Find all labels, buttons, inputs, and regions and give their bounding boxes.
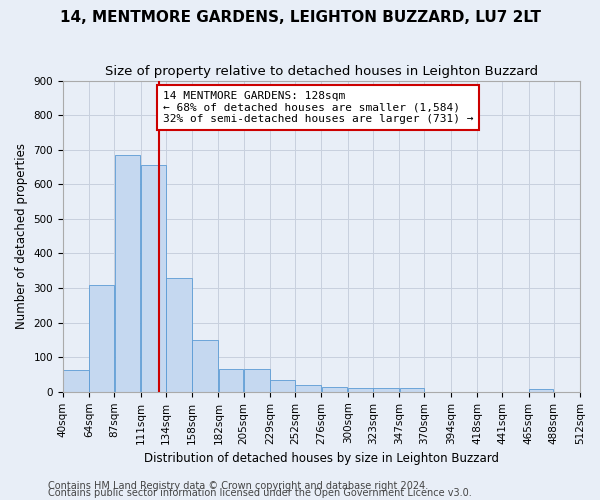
Bar — [115, 155, 140, 392]
Y-axis label: Number of detached properties: Number of detached properties — [15, 143, 28, 329]
Text: Contains HM Land Registry data © Crown copyright and database right 2024.: Contains HM Land Registry data © Crown c… — [48, 481, 428, 491]
Bar — [400, 388, 424, 392]
Bar — [219, 370, 244, 392]
Bar — [244, 370, 269, 392]
Title: Size of property relative to detached houses in Leighton Buzzard: Size of property relative to detached ho… — [105, 65, 538, 78]
Text: 14, MENTMORE GARDENS, LEIGHTON BUZZARD, LU7 2LT: 14, MENTMORE GARDENS, LEIGHTON BUZZARD, … — [59, 10, 541, 25]
Bar — [89, 284, 114, 392]
Bar — [295, 385, 321, 392]
Bar — [373, 388, 399, 392]
Bar — [322, 388, 347, 392]
Bar — [166, 278, 192, 392]
Bar — [193, 340, 218, 392]
Bar — [529, 389, 553, 392]
X-axis label: Distribution of detached houses by size in Leighton Buzzard: Distribution of detached houses by size … — [144, 452, 499, 465]
Text: Contains public sector information licensed under the Open Government Licence v3: Contains public sector information licen… — [48, 488, 472, 498]
Bar — [270, 380, 295, 392]
Text: 14 MENTMORE GARDENS: 128sqm
← 68% of detached houses are smaller (1,584)
32% of : 14 MENTMORE GARDENS: 128sqm ← 68% of det… — [163, 91, 473, 124]
Bar — [141, 166, 166, 392]
Bar — [348, 388, 373, 392]
Bar — [63, 370, 89, 392]
